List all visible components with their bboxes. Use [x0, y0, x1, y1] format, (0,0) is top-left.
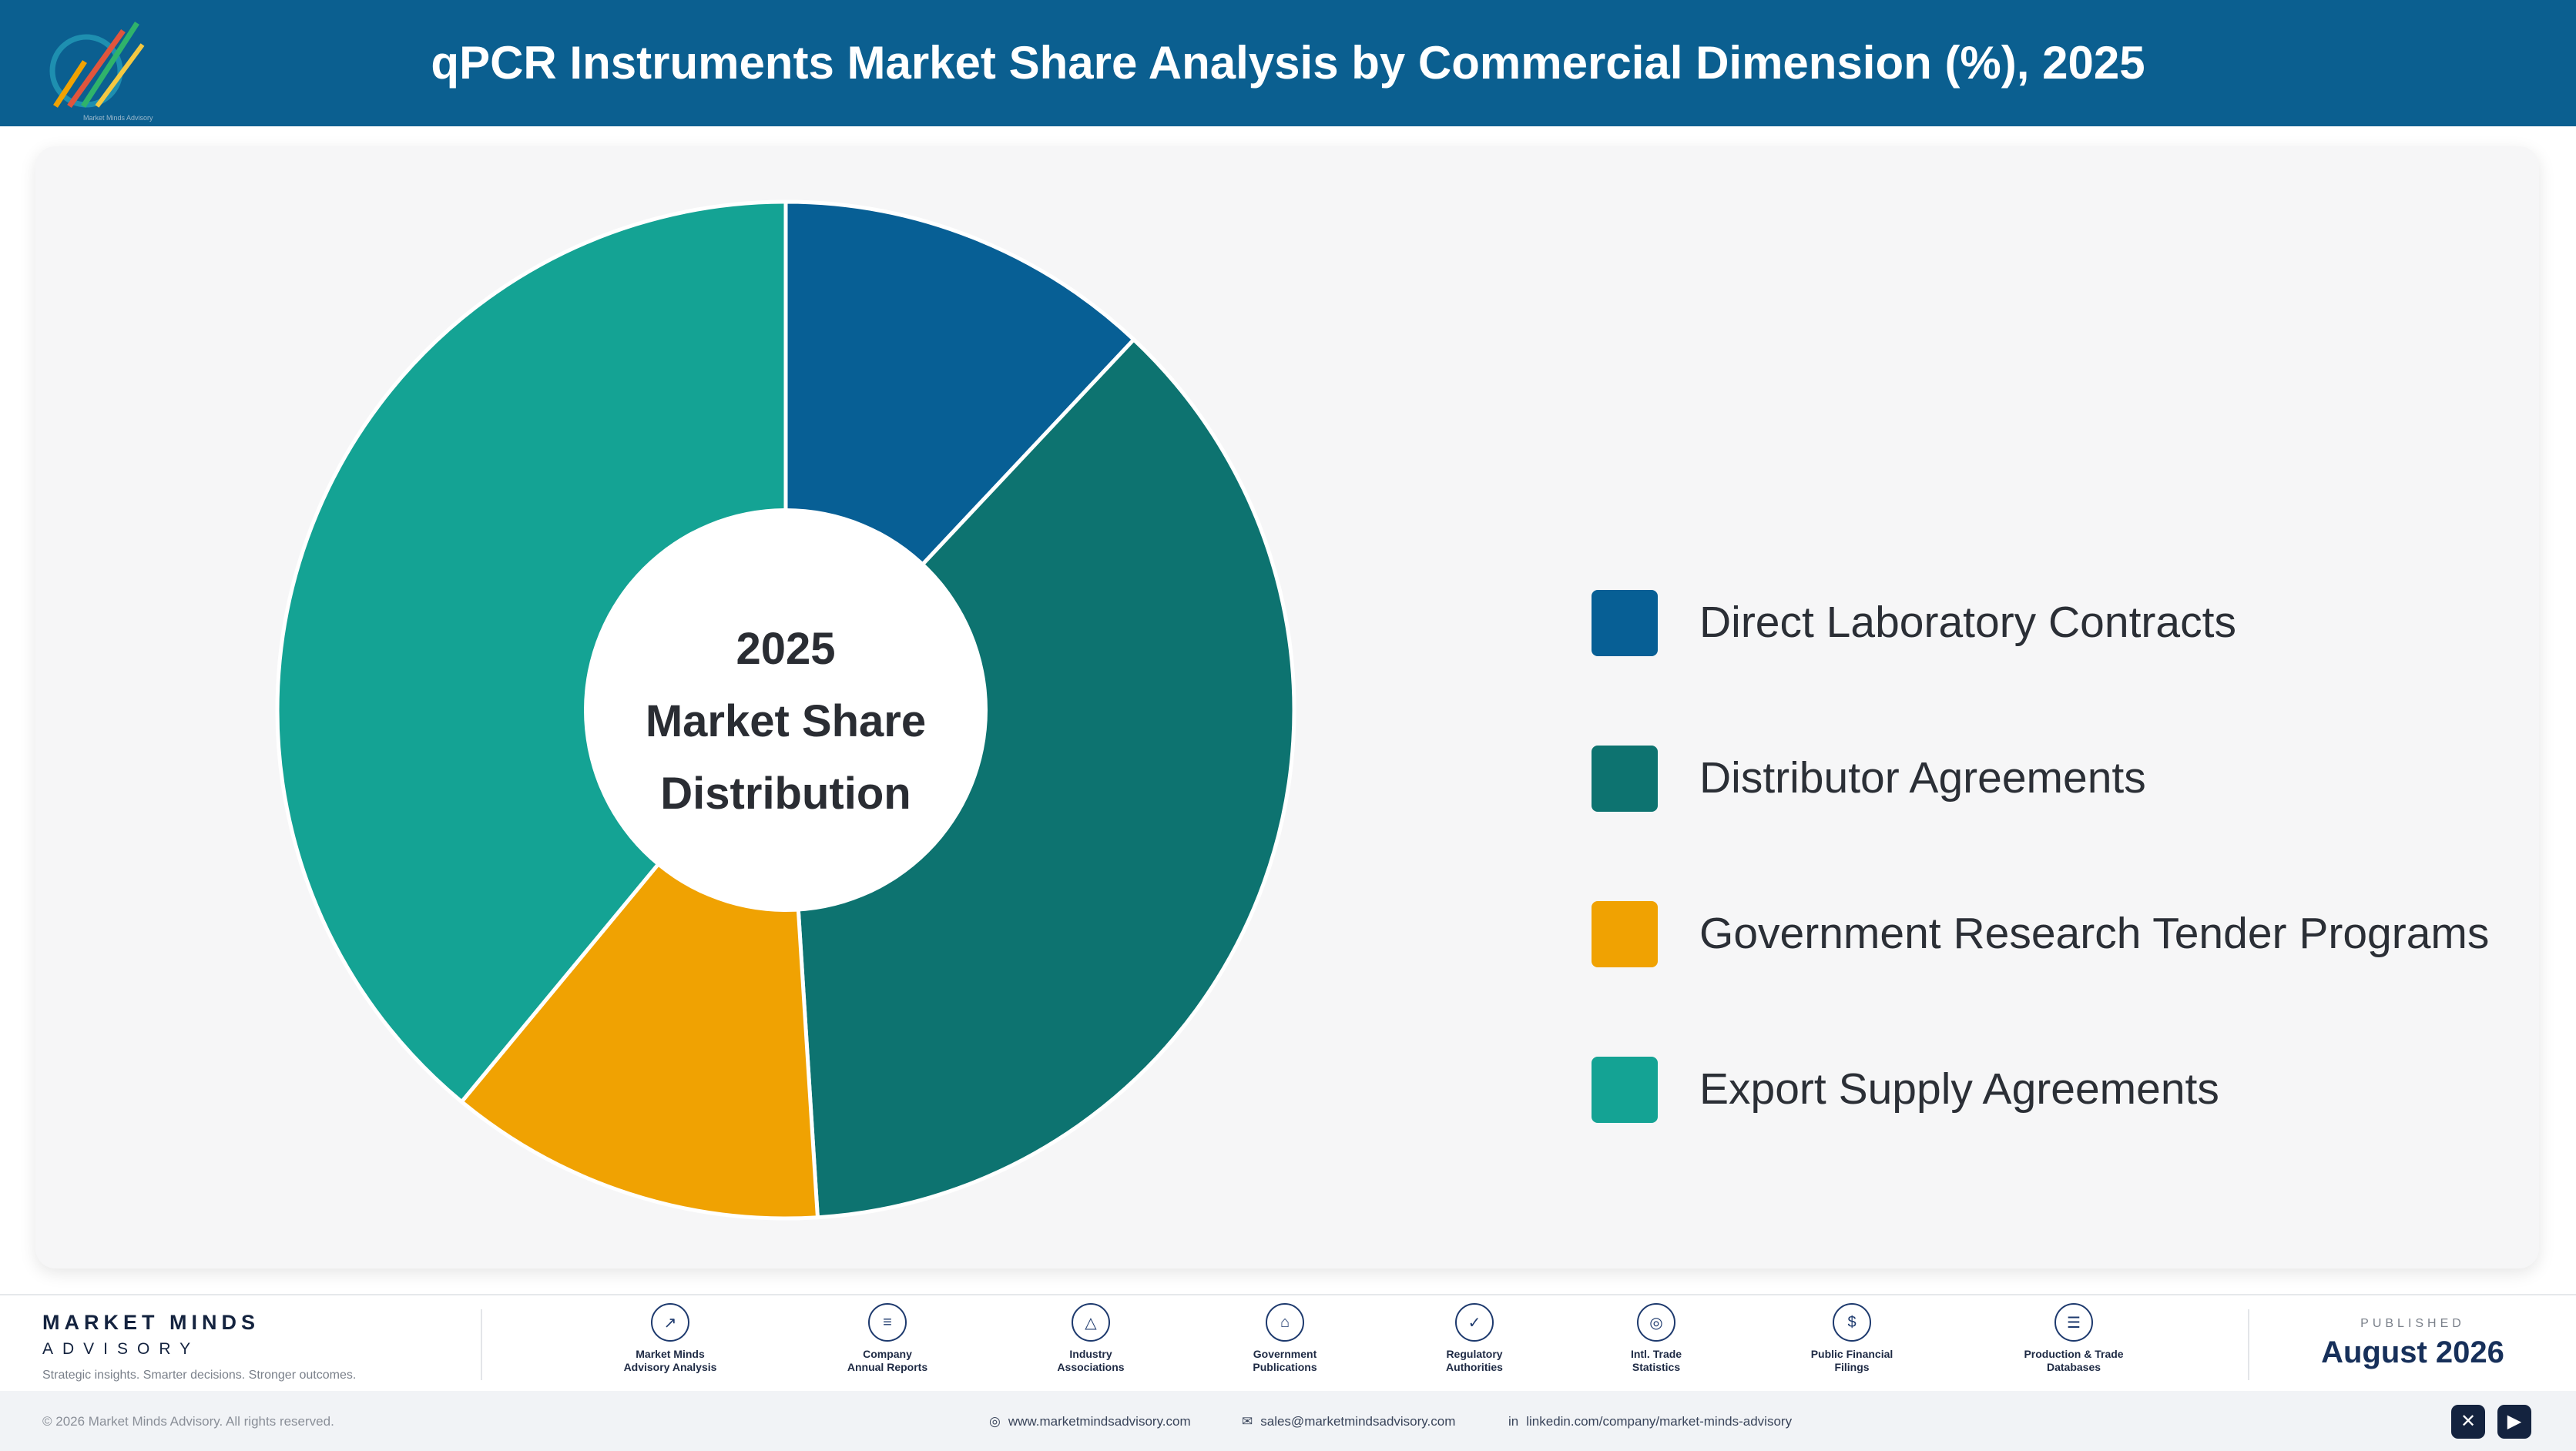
page-title: qPCR Instruments Market Share Analysis b… — [431, 37, 2145, 89]
website-text: www.marketmindsadvisory.com — [1008, 1414, 1191, 1429]
published-date: August 2026 — [2321, 1335, 2504, 1369]
legend-label: Government Research Tender Programs — [1699, 909, 2490, 958]
source-label-line1: Company — [863, 1348, 912, 1360]
source-label-line2: Advisory Analysis — [623, 1361, 717, 1373]
header-bar: Market Minds Advisory qPCR Instruments M… — [0, 0, 2576, 126]
source-label-line2: Authorities — [1446, 1361, 1503, 1373]
globe-icon: ◎ — [989, 1414, 1001, 1429]
market-minds-logo-icon: Market Minds Advisory — [49, 22, 153, 122]
source-item: $ Public Financial Filings — [1767, 1303, 1937, 1374]
source-label-line1: Market Minds — [636, 1348, 705, 1360]
source-item: ☰ Production & Trade Databases — [1989, 1303, 2158, 1374]
footer-divider — [2248, 1309, 2249, 1380]
source-label-line1: Production & Trade — [2024, 1348, 2124, 1360]
source-item: ⌂ Government Publications — [1200, 1303, 1370, 1374]
dollar-coin-icon: $ — [1833, 1303, 1871, 1342]
footer-bottom-bar: © 2026 Market Minds Advisory. All rights… — [0, 1391, 2576, 1451]
source-item: ↗ Market Minds Advisory Analysis — [585, 1303, 755, 1374]
source-item: ✓ Regulatory Authorities — [1390, 1303, 1559, 1374]
database-icon: ☰ — [2054, 1303, 2093, 1342]
trend-line-icon: ↗ — [651, 1303, 689, 1342]
legend-swatch — [1592, 746, 1658, 812]
website-link[interactable]: ◎ www.marketmindsadvisory.com — [989, 1414, 1191, 1429]
x-icon[interactable]: ✕ — [2451, 1405, 2485, 1439]
source-item: △ Industry Associations — [1006, 1303, 1176, 1374]
globe-icon: ◎ — [1637, 1303, 1675, 1342]
source-label-line1: Industry — [1069, 1348, 1112, 1360]
linkedin-text: linkedin.com/company/market-minds-adviso… — [1526, 1414, 1793, 1429]
linkedin-link[interactable]: in linkedin.com/company/market-minds-advi… — [1508, 1414, 1792, 1429]
document-icon: ≡ — [868, 1303, 907, 1342]
donut-center — [584, 508, 988, 912]
building-icon: ⌂ — [1266, 1303, 1304, 1342]
network-icon: △ — [1072, 1303, 1110, 1342]
source-item: ≡ Company Annual Reports — [803, 1303, 972, 1374]
center-label-year: 2025 — [736, 624, 835, 674]
center-label-line2: Market Share — [646, 696, 926, 746]
source-label-line2: Statistics — [1632, 1361, 1681, 1373]
legend-label: Distributor Agreements — [1699, 753, 2146, 803]
donut-chart: 2025 Market Share Distribution — [275, 199, 1296, 1221]
source-label-line1: Intl. Trade — [1630, 1348, 1682, 1360]
source-label-line2: Associations — [1057, 1361, 1125, 1373]
published-label: PUBLISHED — [2360, 1317, 2465, 1330]
source-label-line1: Public Financial — [1810, 1348, 1893, 1360]
linkedin-icon: in — [1508, 1414, 1519, 1429]
copyright-text: © 2026 Market Minds Advisory. All rights… — [42, 1414, 334, 1429]
youtube-icon[interactable]: ▶ — [2497, 1405, 2531, 1439]
source-label-line1: Government — [1253, 1348, 1317, 1360]
shield-check-icon: ✓ — [1455, 1303, 1494, 1342]
footer-divider — [481, 1309, 482, 1380]
mail-icon: ✉ — [1242, 1414, 1253, 1429]
legend-label: Direct Laboratory Contracts — [1699, 598, 2236, 647]
brand-subtitle: ADVISORY — [42, 1340, 200, 1358]
email-link[interactable]: ✉ sales@marketmindsadvisory.com — [1242, 1414, 1455, 1429]
source-label-line2: Databases — [2046, 1361, 2101, 1373]
source-item: ◎ Intl. Trade Statistics — [1571, 1303, 1741, 1374]
footer: MARKET MINDS ADVISORY Strategic insights… — [0, 1294, 2576, 1451]
center-label-line3: Distribution — [660, 769, 911, 819]
legend-label: Export Supply Agreements — [1699, 1064, 2219, 1114]
brand-name: MARKET MINDS — [42, 1311, 260, 1334]
source-label-line2: Annual Reports — [847, 1361, 928, 1373]
chart-card: 2025 Market Share Distribution Direct La… — [35, 146, 2539, 1268]
donut-slice-2 — [783, 337, 1296, 1220]
email-text: sales@marketmindsadvisory.com — [1260, 1414, 1456, 1429]
brand-tagline: Strategic insights. Smarter decisions. S… — [42, 1369, 357, 1382]
source-label-line1: Regulatory — [1446, 1348, 1503, 1360]
legend-swatch — [1592, 1057, 1658, 1123]
source-label-line2: Publications — [1253, 1361, 1317, 1373]
svg-text:Market Minds Advisory: Market Minds Advisory — [83, 114, 153, 122]
legend-swatch — [1592, 901, 1658, 967]
legend-swatch — [1592, 590, 1658, 656]
source-label-line2: Filings — [1834, 1361, 1870, 1373]
donut-slice-4 — [275, 199, 788, 1105]
